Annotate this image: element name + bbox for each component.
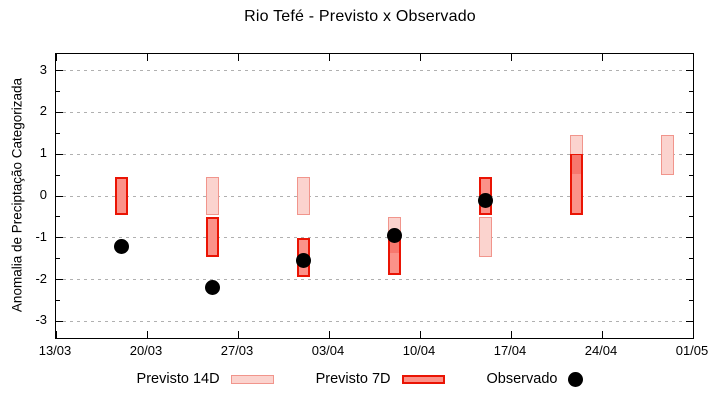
y-major-tick-mark	[56, 195, 63, 197]
legend: Previsto 14D Previsto 7D Observado	[0, 366, 720, 392]
legend-label-previsto-7d: Previsto 7D	[315, 371, 391, 387]
y-tick-label: -3	[35, 312, 47, 328]
previsto-7d-swatch-icon	[401, 374, 445, 384]
legend-item-observado: Observado	[487, 371, 584, 387]
y-major-tick-mark	[56, 153, 63, 155]
x-tick-label: 10/04	[402, 343, 436, 358]
x-tick-mark	[419, 331, 421, 338]
observado-dot	[477, 192, 493, 208]
x-tick-mark	[328, 331, 330, 338]
x-tick-mark	[692, 331, 694, 338]
grid-line	[56, 237, 693, 239]
x-tick-mark	[601, 54, 603, 61]
y-major-tick-mark	[686, 195, 693, 197]
previsto-14d-bar	[205, 177, 219, 215]
y-minor-tick-mark	[56, 91, 60, 93]
previsto-7d-bar	[205, 216, 219, 257]
x-tick-label: 03/04	[311, 343, 345, 358]
y-minor-tick-mark	[56, 132, 60, 134]
x-tick-mark	[146, 331, 148, 338]
x-tick-label: 27/03	[220, 343, 254, 358]
y-minor-tick-mark	[56, 216, 60, 218]
y-tick-label: -2	[35, 270, 47, 286]
grid-line	[56, 320, 693, 322]
y-major-tick-mark	[686, 70, 693, 72]
observado-dot	[295, 253, 311, 269]
observado-dot-icon	[568, 371, 584, 387]
x-tick-mark	[510, 331, 512, 338]
y-minor-tick-mark	[689, 216, 693, 218]
previsto-14d-bar	[478, 216, 492, 257]
y-major-tick-mark	[56, 70, 63, 72]
previsto-14d-bar	[296, 177, 310, 215]
y-major-tick-mark	[686, 320, 693, 322]
x-tick-mark	[237, 331, 239, 338]
x-tick-mark	[237, 54, 239, 61]
y-minor-tick-mark	[689, 299, 693, 301]
y-major-tick-mark	[686, 111, 693, 113]
y-major-tick-mark	[686, 153, 693, 155]
x-tick-label: 17/04	[493, 343, 527, 358]
x-tick-mark	[328, 54, 330, 61]
observado-dot	[204, 280, 220, 296]
grid-line	[56, 70, 693, 72]
previsto-7d-bar	[114, 177, 128, 215]
x-tick-label: 20/03	[129, 343, 163, 358]
y-tick-label: -1	[35, 228, 47, 244]
y-major-tick-mark	[56, 320, 63, 322]
y-major-tick-mark	[56, 111, 63, 113]
plot-area	[55, 53, 694, 339]
y-minor-tick-mark	[56, 258, 60, 260]
y-major-tick-mark	[686, 237, 693, 239]
y-minor-tick-mark	[56, 299, 60, 301]
y-major-tick-mark	[686, 279, 693, 281]
y-minor-tick-mark	[689, 91, 693, 93]
previsto-overlap-band	[571, 155, 581, 175]
y-tick-label: 3	[39, 61, 47, 77]
grid-line	[56, 153, 693, 155]
legend-label-previsto-14d: Previsto 14D	[136, 371, 220, 387]
y-major-tick-mark	[56, 279, 63, 281]
y-minor-tick-mark	[689, 258, 693, 260]
y-minor-tick-mark	[689, 132, 693, 134]
previsto-14d-swatch-icon	[230, 374, 274, 384]
y-tick-label: 1	[39, 145, 47, 161]
observado-dot	[113, 238, 129, 254]
x-tick-label: 01/05	[675, 343, 709, 358]
grid-line	[56, 195, 693, 197]
y-minor-tick-mark	[689, 174, 693, 176]
x-tick-label: 24/04	[584, 343, 618, 358]
y-major-tick-mark	[56, 237, 63, 239]
y-tick-label: 2	[39, 103, 47, 119]
x-tick-mark	[692, 54, 694, 61]
x-tick-mark	[510, 54, 512, 61]
previsto-14d-bar	[660, 135, 674, 176]
observado-dot	[386, 228, 402, 244]
x-tick-mark	[55, 331, 57, 338]
y-tick-label: 0	[39, 187, 47, 202]
y-minor-tick-mark	[56, 174, 60, 176]
legend-item-previsto-7d: Previsto 7D	[316, 371, 445, 387]
legend-label-observado: Observado	[486, 371, 558, 387]
grid-line	[56, 111, 693, 113]
x-tick-mark	[146, 54, 148, 61]
x-tick-label: 13/03	[38, 343, 72, 358]
x-tick-mark	[55, 54, 57, 61]
grid-line	[56, 279, 693, 281]
chart-title: Rio Tefé - Previsto x Observado	[244, 8, 476, 25]
previsto-overlap-band	[389, 238, 399, 254]
legend-item-previsto-14d: Previsto 14D	[137, 371, 274, 387]
x-tick-mark	[601, 331, 603, 338]
x-tick-mark	[419, 54, 421, 61]
